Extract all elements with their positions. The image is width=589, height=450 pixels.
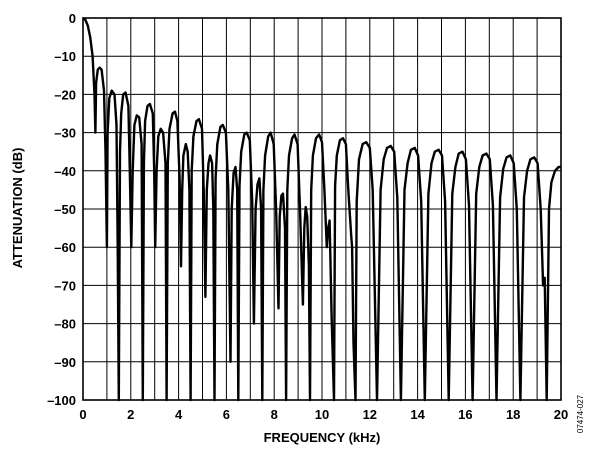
y-tick-label: –80 <box>54 317 76 332</box>
y-axis-ticks: 0 –10 –20 –30 –40 –50 –60 –70 –80 –90 –100 <box>47 11 76 408</box>
attenuation-curve <box>82 17 561 402</box>
x-tick-label: 8 <box>271 407 278 422</box>
x-tick-label: 0 <box>79 407 86 422</box>
x-tick-label: 14 <box>410 407 425 422</box>
x-tick-label: 4 <box>175 407 183 422</box>
y-tick-label: 0 <box>69 11 76 26</box>
y-tick-label: –10 <box>54 49 76 64</box>
y-tick-label: –40 <box>54 164 76 179</box>
y-tick-label: –100 <box>47 393 76 408</box>
x-tick-label: 20 <box>554 407 568 422</box>
x-tick-label: 2 <box>127 407 134 422</box>
x-axis-label: FREQUENCY (kHz) <box>264 430 381 445</box>
y-axis-label: ATTENUATION (dB) <box>10 148 25 269</box>
x-tick-label: 10 <box>315 407 329 422</box>
plot-frame <box>82 17 562 401</box>
x-axis-ticks: 0 2 4 6 8 10 12 14 16 18 20 <box>79 407 568 422</box>
x-tick-label: 6 <box>223 407 230 422</box>
y-tick-label: –90 <box>54 355 76 370</box>
x-tick-label: 12 <box>363 407 377 422</box>
y-tick-label: –50 <box>54 202 76 217</box>
y-tick-label: –60 <box>54 240 76 255</box>
y-tick-label: –20 <box>54 87 76 102</box>
y-tick-label: –30 <box>54 126 76 141</box>
x-tick-label: 16 <box>458 407 472 422</box>
y-tick-label: –70 <box>54 278 76 293</box>
x-tick-label: 18 <box>506 407 520 422</box>
grid-lines <box>82 17 562 401</box>
figure-code: 07474-027 <box>576 394 585 433</box>
